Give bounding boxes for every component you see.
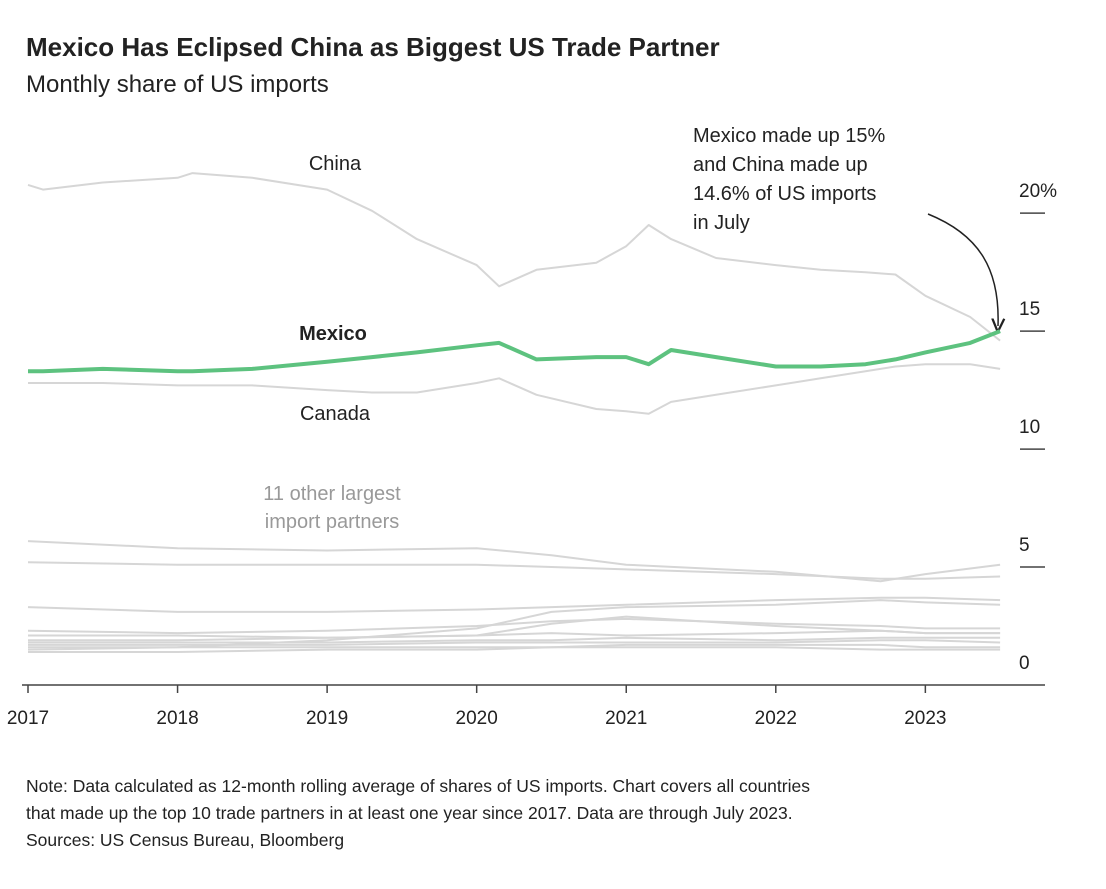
annotation-arrow	[927, 213, 998, 326]
series-label: Mexico	[299, 323, 367, 345]
y-tick-label: 20%	[1019, 181, 1057, 202]
x-tick-label: 2020	[456, 708, 498, 729]
series-line	[28, 329, 1001, 374]
other-line	[27, 540, 1001, 583]
series-line	[27, 172, 1001, 342]
note: that made up the top 10 trade partners i…	[26, 803, 793, 823]
annotation: in July	[693, 212, 750, 234]
other-line	[28, 629, 1001, 642]
y-tick-label: 10	[1019, 417, 1040, 438]
series-label: Canada	[300, 403, 371, 425]
other-line	[28, 636, 1001, 644]
x-tick-label: 2018	[156, 708, 198, 729]
annotation: and China made up	[693, 154, 868, 176]
x-tick-label: 2017	[7, 708, 49, 729]
others-label: import partners	[265, 511, 400, 533]
x-tick-label: 2021	[605, 708, 647, 729]
x-tick-label: 2022	[755, 708, 797, 729]
x-tick-label: 2019	[306, 708, 348, 729]
other-line	[28, 643, 1001, 649]
series-line	[28, 363, 1001, 415]
annotation: 14.6% of US imports	[693, 183, 876, 205]
x-tick-label: 2023	[904, 708, 946, 729]
note: Sources: US Census Bureau, Bloomberg	[26, 830, 344, 850]
chart-subtitle: Monthly share of US imports	[26, 71, 329, 98]
other-line	[28, 646, 1001, 653]
y-tick-label: 15	[1019, 299, 1040, 320]
chart-title: Mexico Has Eclipsed China as Biggest US …	[26, 32, 720, 62]
y-tick-label: 0	[1019, 653, 1030, 674]
other-line	[27, 561, 1001, 580]
others-label: 11 other largest	[263, 483, 401, 505]
annotation: Mexico made up 15%	[693, 125, 886, 147]
other-line	[28, 639, 1001, 646]
y-tick-label: 5	[1019, 535, 1030, 556]
note: Note: Data calculated as 12-month rollin…	[26, 776, 810, 796]
other-line	[27, 599, 1001, 651]
series-label: China	[309, 153, 362, 175]
other-line	[27, 596, 1001, 613]
